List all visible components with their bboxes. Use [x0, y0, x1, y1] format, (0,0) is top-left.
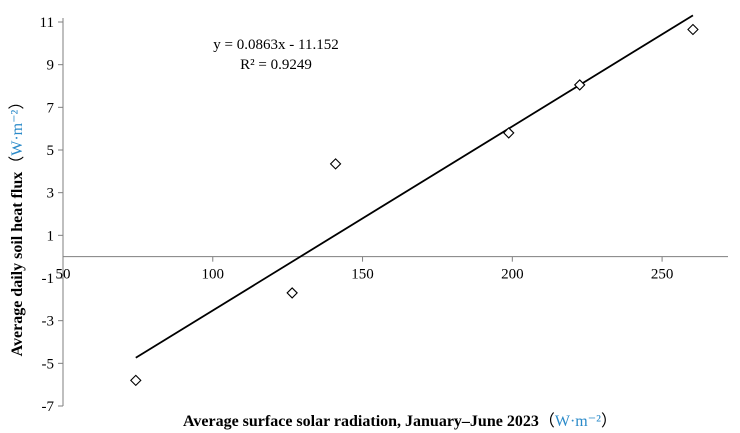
x-axis-title: Average surface solar radiation, January…	[183, 412, 617, 430]
y-tick-label: -5	[42, 356, 55, 372]
trendline-equation: y = 0.0863x - 11.152	[213, 37, 338, 53]
y-tick-label: -3	[42, 314, 55, 330]
x-axis-label: Average surface solar radiation, January…	[183, 413, 539, 430]
y-axis-unit: W·m⁻²	[9, 109, 26, 155]
y-tick-label: 11	[40, 15, 54, 31]
y-axis-ticks: 11 9 7 5 3 1 -1 -3 -5 -7	[40, 15, 63, 415]
y-tick-label: 5	[47, 143, 55, 159]
r-squared-label: R² = 0.9249	[240, 57, 312, 73]
x-axis-unit: W·m⁻²	[555, 413, 601, 430]
data-points	[130, 23, 699, 387]
data-point	[286, 287, 298, 299]
y-tick-label: 3	[47, 186, 55, 202]
x-tick-label: 150	[351, 267, 374, 283]
data-point	[573, 79, 586, 91]
y-axis-title: Average daily soil heat flux（W·m⁻²）	[8, 94, 26, 357]
x-tick-label: 100	[202, 267, 225, 283]
y-tick-label: -7	[42, 399, 55, 415]
y-tick-label: -1	[42, 271, 55, 287]
y-axis-label: Average daily soil heat flux	[9, 172, 26, 357]
axes	[62, 18, 728, 406]
data-point	[130, 374, 142, 387]
x-tick-label: 250	[651, 267, 674, 283]
y-tick-label: 7	[47, 100, 55, 116]
data-point	[502, 127, 515, 139]
x-axis-ticks: 50 100 150 200 250	[56, 256, 674, 283]
x-tick-label: 50	[56, 267, 71, 283]
y-tick-label: 9	[47, 58, 55, 74]
y-tick-label: 1	[47, 228, 55, 244]
trendline	[135, 14, 694, 359]
data-point	[329, 158, 342, 170]
data-point	[687, 23, 699, 36]
x-tick-label: 200	[501, 267, 524, 283]
